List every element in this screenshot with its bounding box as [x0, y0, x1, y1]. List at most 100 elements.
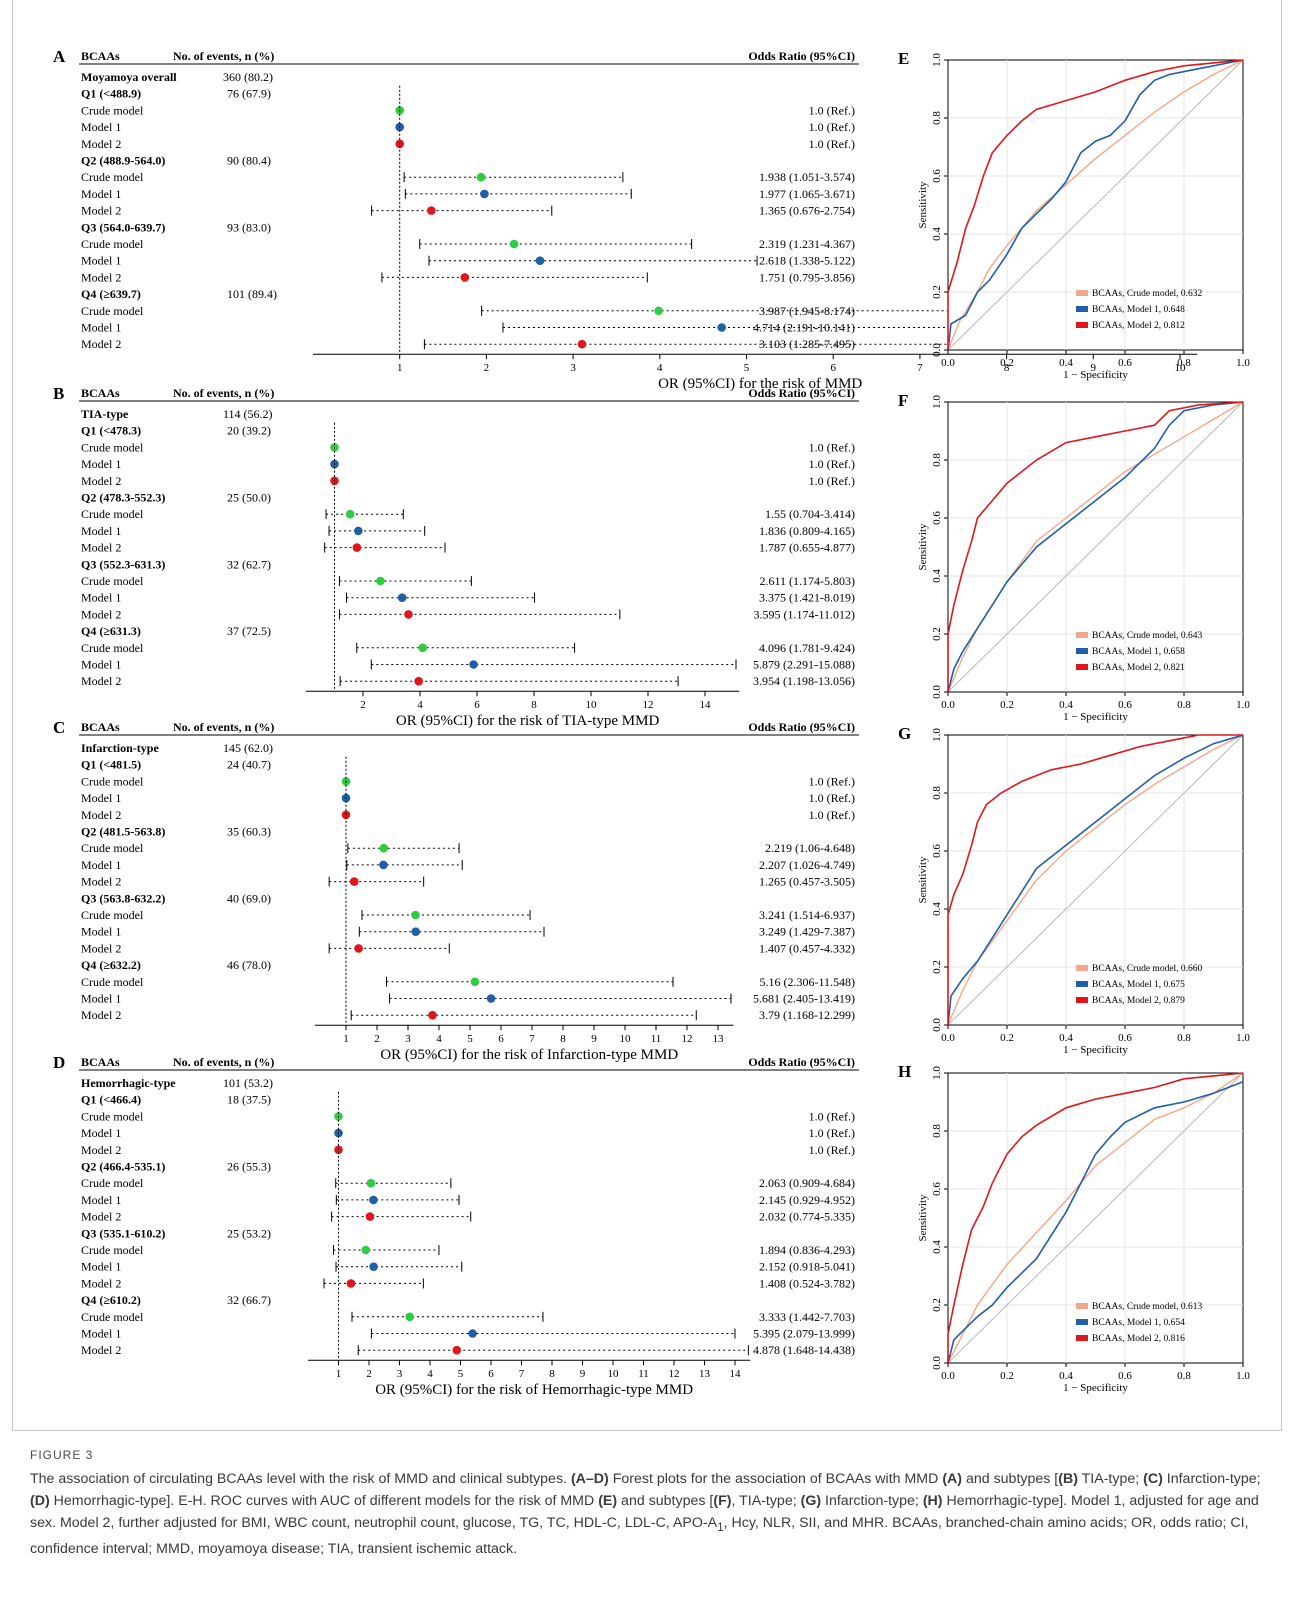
model-label: Crude model [81, 103, 144, 117]
or-point [577, 339, 587, 349]
or-point [395, 139, 405, 149]
or-value: 3.103 (1.285-7.495) [759, 337, 855, 351]
or-value: 1.0 (Ref.) [809, 440, 855, 454]
or-value: 1.55 (0.704-3.414) [765, 507, 855, 521]
roc-panel-H: H 0.0 0.2 0.4 0.6 0.8 1.0 0.0 0.2 0.4 0.6 0.8 1.0 1 −… [898, 1062, 1250, 1394]
model-label: Crude model [81, 237, 144, 251]
model-label: Model 1 [81, 925, 121, 939]
roc-curve [947, 59, 1244, 350]
model-label: Crude model [81, 774, 144, 788]
or-value: 1.787 (0.655-4.877) [759, 541, 855, 555]
model-label: Model 1 [81, 524, 121, 538]
y-tick-label: 0.0 [931, 1356, 943, 1370]
or-value: 3.79 (1.168-12.299) [759, 1008, 855, 1022]
model-label: Model 1 [81, 1193, 121, 1207]
or-point [476, 172, 486, 182]
or-value: 1.0 (Ref.) [809, 120, 855, 134]
model-label: Model 1 [81, 321, 121, 335]
group-label: Q2 (488.9-564.0) [81, 154, 165, 168]
x-tick-label: 0.6 [1118, 699, 1132, 711]
or-point [379, 860, 388, 870]
legend-label: BCAAs, Model 2, 0.879 [1092, 996, 1185, 1006]
x-tick-label: 2 [360, 699, 366, 711]
model-label: Model 1 [81, 120, 121, 134]
or-point [717, 323, 727, 332]
y-axis-title: Sensitivity [917, 856, 929, 904]
model-label: Crude model [81, 304, 144, 318]
model-label: Crude model [81, 507, 144, 521]
header-bcaas: BCAAs [81, 386, 120, 400]
model-label: Crude model [81, 641, 144, 655]
or-value: 3.954 (1.198-13.056) [753, 674, 855, 688]
x-axis-title: OR (95%CI) for the risk of Hemorrhagic-t… [375, 1382, 693, 1398]
group-label: Q3 (564.0-639.7) [81, 220, 165, 234]
roc-curve [947, 1080, 1244, 1364]
x-tick-label: 12 [669, 1368, 680, 1380]
panel-letter: G [898, 724, 911, 743]
legend-label: BCAAs, Crude model, 0.613 [1092, 1302, 1203, 1312]
or-value: 1.0 (Ref.) [809, 137, 855, 151]
or-value: 2.207 (1.026-4.749) [759, 858, 855, 872]
x-tick-label: 0.2 [1000, 699, 1014, 711]
x-tick-label: 0.0 [941, 357, 955, 369]
or-value: 2.145 (0.929-4.952) [759, 1193, 855, 1207]
x-tick-label: 13 [713, 1033, 725, 1045]
figure-label: FIGURE 3 [30, 1448, 94, 1462]
group-label: Q2 (478.3-552.3) [81, 491, 165, 505]
group-label: Q2 (481.5-563.8) [81, 825, 165, 839]
group-label: Q4 (≥631.3) [81, 624, 141, 638]
y-tick-label: 1.0 [931, 728, 943, 742]
x-tick-label: 3 [570, 362, 576, 374]
panel-letter: H [898, 1062, 911, 1081]
overall-label: Moyamoya overall [81, 70, 177, 84]
x-tick-label: 14 [700, 699, 712, 711]
x-tick-label: 0.8 [1177, 699, 1191, 711]
or-point [460, 273, 470, 282]
legend-swatch [1076, 664, 1088, 670]
or-point [366, 1178, 376, 1188]
roc-curve [947, 734, 1243, 1025]
x-tick-label: 8 [560, 1033, 566, 1045]
x-tick-label: 1.0 [1236, 1032, 1250, 1044]
group-events: 101 (89.4) [227, 287, 277, 301]
x-tick-label: 1 [397, 362, 403, 374]
y-tick-label: 0.6 [931, 169, 943, 183]
legend-swatch [1076, 290, 1088, 296]
or-point [352, 543, 362, 552]
or-value: 5.879 (2.291-15.088) [753, 658, 855, 672]
group-label: Q2 (466.4-535.1) [81, 1160, 165, 1174]
legend-label: BCAAs, Model 1, 0.654 [1092, 1318, 1185, 1328]
or-value: 3.249 (1.429-7.387) [759, 925, 855, 939]
overall-events: 145 (62.0) [223, 741, 273, 755]
x-tick-label: 9 [591, 1033, 597, 1045]
figure-caption: FIGURE 3 The association of circulating … [30, 1448, 1270, 1560]
panel-letter: D [53, 1053, 65, 1072]
x-tick-label: 7 [917, 362, 923, 374]
model-label: Model 1 [81, 791, 121, 805]
model-label: Model 1 [81, 1327, 121, 1341]
legend-label: BCAAs, Model 1, 0.648 [1092, 305, 1185, 315]
x-tick-label: 6 [474, 699, 480, 711]
legend-swatch [1076, 997, 1088, 1003]
y-tick-label: 0.2 [931, 285, 943, 299]
x-tick-label: 10 [608, 1368, 620, 1380]
group-events: 20 (39.2) [227, 424, 271, 438]
or-point [341, 810, 351, 820]
legend-label: BCAAs, Model 1, 0.658 [1092, 647, 1185, 657]
x-tick-label: 6 [488, 1368, 494, 1380]
model-label: Crude model [81, 1109, 144, 1123]
or-value: 2.611 (1.174-5.803) [759, 574, 855, 588]
y-tick-label: 0.2 [931, 627, 943, 641]
overall-events: 360 (80.2) [223, 70, 273, 84]
model-label: Crude model [81, 1243, 144, 1257]
y-tick-label: 1.0 [931, 1066, 943, 1080]
group-events: 35 (60.3) [227, 825, 271, 839]
or-point [427, 206, 436, 215]
legend-swatch [1076, 648, 1088, 654]
or-value: 1.0 (Ref.) [809, 808, 855, 822]
roc-panel-G: G 0.0 0.2 0.4 0.6 0.8 1.0 0.0 0.2 0.4 0.6 0.8 1.0 1 −… [898, 724, 1250, 1056]
or-point [654, 306, 663, 316]
y-tick-label: 0.6 [931, 844, 943, 858]
group-label: Q1 (<488.9) [81, 87, 141, 101]
or-value: 1.938 (1.051-3.574) [759, 170, 855, 184]
